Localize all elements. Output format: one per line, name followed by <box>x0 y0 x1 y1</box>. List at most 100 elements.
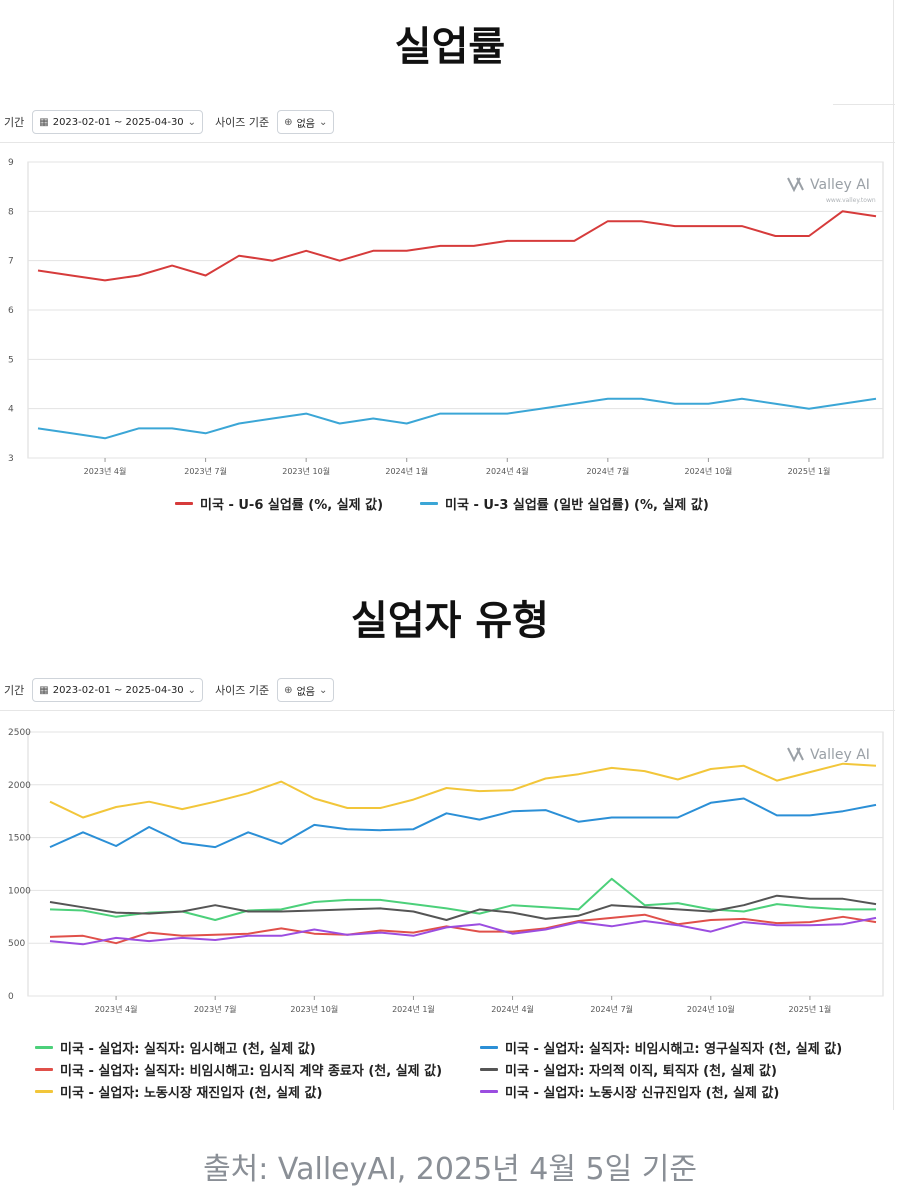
x-tick-label: 2025년 1월 <box>789 1004 832 1014</box>
watermark-url: www.valley.town <box>826 197 876 204</box>
size-label: 사이즈 기준 <box>215 116 270 129</box>
legend-label: 미국 - 실업자: 실직자: 비임시해고: 임시직 계약 종료자 (천, 실제 … <box>60 1064 443 1079</box>
right-border <box>893 0 894 1110</box>
legend-swatch <box>175 502 193 505</box>
period-value: 2023-02-01 ~ 2025-04-30 <box>52 684 184 696</box>
y-tick-label: 500 <box>8 939 25 949</box>
chart2-legend: 미국 - 실업자: 실직자: 임시해고 (천, 실제 값) 미국 - 실업자: … <box>0 1038 900 1108</box>
valley-logo-icon <box>787 177 804 193</box>
chevron-down-icon: ⌄ <box>187 684 197 696</box>
series-line-0[interactable] <box>49 877 876 921</box>
legend-item-u6[interactable]: 미국 - U-6 실업률 (%, 실제 값) <box>175 494 383 513</box>
legend-item-reentrants[interactable]: 미국 - 실업자: 노동시장 재진입자 (천, 실제 값) <box>35 1082 322 1101</box>
y-tick-label: 2500 <box>8 728 31 738</box>
period-label: 기간 <box>4 116 25 129</box>
y-tick-label: 1500 <box>8 834 31 844</box>
valley-logo-icon <box>787 747 804 763</box>
chart1-legend: 미국 - U-6 실업률 (%, 실제 값) 미국 - U-3 실업률 (일반 … <box>0 494 900 516</box>
y-tick-label: 3 <box>8 454 14 464</box>
y-tick-label: 5 <box>8 355 14 365</box>
series-line-0[interactable] <box>37 210 877 282</box>
globe-icon: ⊕ <box>284 116 293 128</box>
period-selector[interactable]: ▦ 2023-02-01 ~ 2025-04-30 ⌄ <box>32 678 204 702</box>
x-tick-label: 2023년 7월 <box>194 1004 237 1014</box>
top-divider <box>833 104 895 105</box>
size-selector[interactable]: ⊕ 없음 ⌄ <box>277 678 335 702</box>
chart2-plot: 0 500 1000 1500 2000 2500 2023년 4월 2023년 7월 2023… <box>8 728 884 1014</box>
size-label: 사이즈 기준 <box>215 684 270 697</box>
chart1-title: 실업률 <box>394 24 506 70</box>
legend-item-temporary-layoff[interactable]: 미국 - 실업자: 실직자: 임시해고 (천, 실제 값) <box>35 1038 316 1057</box>
y-tick-label: 9 <box>8 158 14 168</box>
legend-swatch <box>35 1046 53 1049</box>
chevron-down-icon: ⌄ <box>187 116 197 128</box>
y-tick-label: 4 <box>8 405 14 415</box>
x-tick-label: 2024년 10월 <box>687 1004 735 1014</box>
size-value: 없음 <box>296 118 315 130</box>
x-tick-label: 2024년 4월 <box>491 1004 534 1014</box>
x-tick-label: 2024년 4월 <box>486 466 529 476</box>
series-line-4[interactable] <box>49 762 877 819</box>
legend-label: 미국 - 실업자: 노동시장 신규진입자 (천, 실제 값) <box>505 1086 780 1101</box>
x-tick-label: 2023년 10월 <box>290 1004 338 1014</box>
calendar-icon: ▦ <box>39 116 49 128</box>
legend-item-job-leavers[interactable]: 미국 - 실업자: 자의적 이직, 퇴직자 (천, 실제 값) <box>480 1060 777 1079</box>
valley-ai-watermark: Valley AI <box>787 747 870 763</box>
legend-label: 미국 - 실업자: 노동시장 재진입자 (천, 실제 값) <box>60 1086 323 1101</box>
legend-item-new-entrants[interactable]: 미국 - 실업자: 노동시장 신규진입자 (천, 실제 값) <box>480 1082 779 1101</box>
y-tick-label: 7 <box>8 257 14 267</box>
y-tick-label: 6 <box>8 306 14 316</box>
y-tick-label: 2000 <box>8 781 31 791</box>
series-line-1[interactable] <box>37 397 877 440</box>
series-line-5[interactable] <box>49 916 877 946</box>
chevron-down-icon: ⌄ <box>318 116 328 128</box>
series-line-2[interactable] <box>49 913 877 945</box>
valley-ai-watermark: Valley AI www.valley.town <box>787 177 876 204</box>
legend-item-temp-job-ended[interactable]: 미국 - 실업자: 실직자: 비임시해고: 임시직 계약 종료자 (천, 실제 … <box>35 1060 442 1079</box>
legend-label: 미국 - U-6 실업률 (%, 실제 값) <box>200 498 384 513</box>
watermark-brand: Valley AI <box>810 747 870 763</box>
x-tick-label: 2024년 1월 <box>385 466 428 476</box>
legend-swatch <box>480 1090 498 1093</box>
chart2-toolbar: 기간 ▦ 2023-02-01 ~ 2025-04-30 ⌄ 사이즈 기준 ⊕ … <box>0 676 335 704</box>
legend-label: 미국 - U-3 실업률 (일반 실업률) (%, 실제 값) <box>445 498 709 513</box>
watermark-brand: Valley AI <box>810 177 870 193</box>
chart2-title: 실업자 유형 <box>351 598 549 644</box>
legend-label: 미국 - 실업자: 자의적 이직, 퇴직자 (천, 실제 값) <box>505 1064 777 1079</box>
chart1-toolbar: 기간 ▦ 2023-02-01 ~ 2025-04-30 ⌄ 사이즈 기준 ⊕ … <box>0 108 335 136</box>
legend-swatch <box>35 1068 53 1071</box>
legend-swatch <box>480 1068 498 1071</box>
period-selector[interactable]: ▦ 2023-02-01 ~ 2025-04-30 ⌄ <box>32 110 204 134</box>
size-value: 없음 <box>296 686 315 698</box>
x-tick-label: 2025년 1월 <box>788 466 831 476</box>
y-tick-label: 0 <box>8 992 14 1002</box>
legend-label: 미국 - 실업자: 실직자: 비임시해고: 영구실직자 (천, 실제 값) <box>505 1042 843 1057</box>
legend-swatch <box>35 1090 53 1093</box>
x-tick-label: 2024년 10월 <box>684 466 732 476</box>
source-note: 출처: ValleyAI, 2025년 4월 5일 기준 <box>203 1152 697 1187</box>
x-tick-label: 2024년 7월 <box>590 1004 633 1014</box>
toolbar-divider <box>0 142 895 143</box>
period-value: 2023-02-01 ~ 2025-04-30 <box>52 116 184 128</box>
x-tick-label: 2024년 1월 <box>392 1004 435 1014</box>
legend-label: 미국 - 실업자: 실직자: 임시해고 (천, 실제 값) <box>60 1042 316 1057</box>
chevron-down-icon: ⌄ <box>318 684 328 696</box>
legend-item-u3[interactable]: 미국 - U-3 실업률 (일반 실업률) (%, 실제 값) <box>420 494 709 513</box>
x-tick-label: 2023년 4월 <box>84 466 127 476</box>
legend-item-permanent-job-losers[interactable]: 미국 - 실업자: 실직자: 비임시해고: 영구실직자 (천, 실제 값) <box>480 1038 842 1057</box>
legend-swatch <box>420 502 438 505</box>
y-tick-label: 8 <box>8 207 14 217</box>
x-tick-label: 2023년 4월 <box>95 1004 138 1014</box>
period-label: 기간 <box>4 684 25 697</box>
toolbar-divider <box>0 710 895 711</box>
y-tick-label: 1000 <box>8 886 31 896</box>
chart1-plot: 3 4 5 6 7 8 9 2023년 4월 2023년 7월 2023년 10월 2024년 1월… <box>8 158 884 476</box>
series-line-3[interactable] <box>49 894 877 921</box>
series-line-1[interactable] <box>49 797 877 849</box>
x-tick-label: 2023년 10월 <box>282 466 330 476</box>
x-tick-label: 2023년 7월 <box>184 466 227 476</box>
x-tick-label: 2024년 7월 <box>586 466 629 476</box>
legend-swatch <box>480 1046 498 1049</box>
globe-icon: ⊕ <box>284 684 293 696</box>
size-selector[interactable]: ⊕ 없음 ⌄ <box>277 110 335 134</box>
